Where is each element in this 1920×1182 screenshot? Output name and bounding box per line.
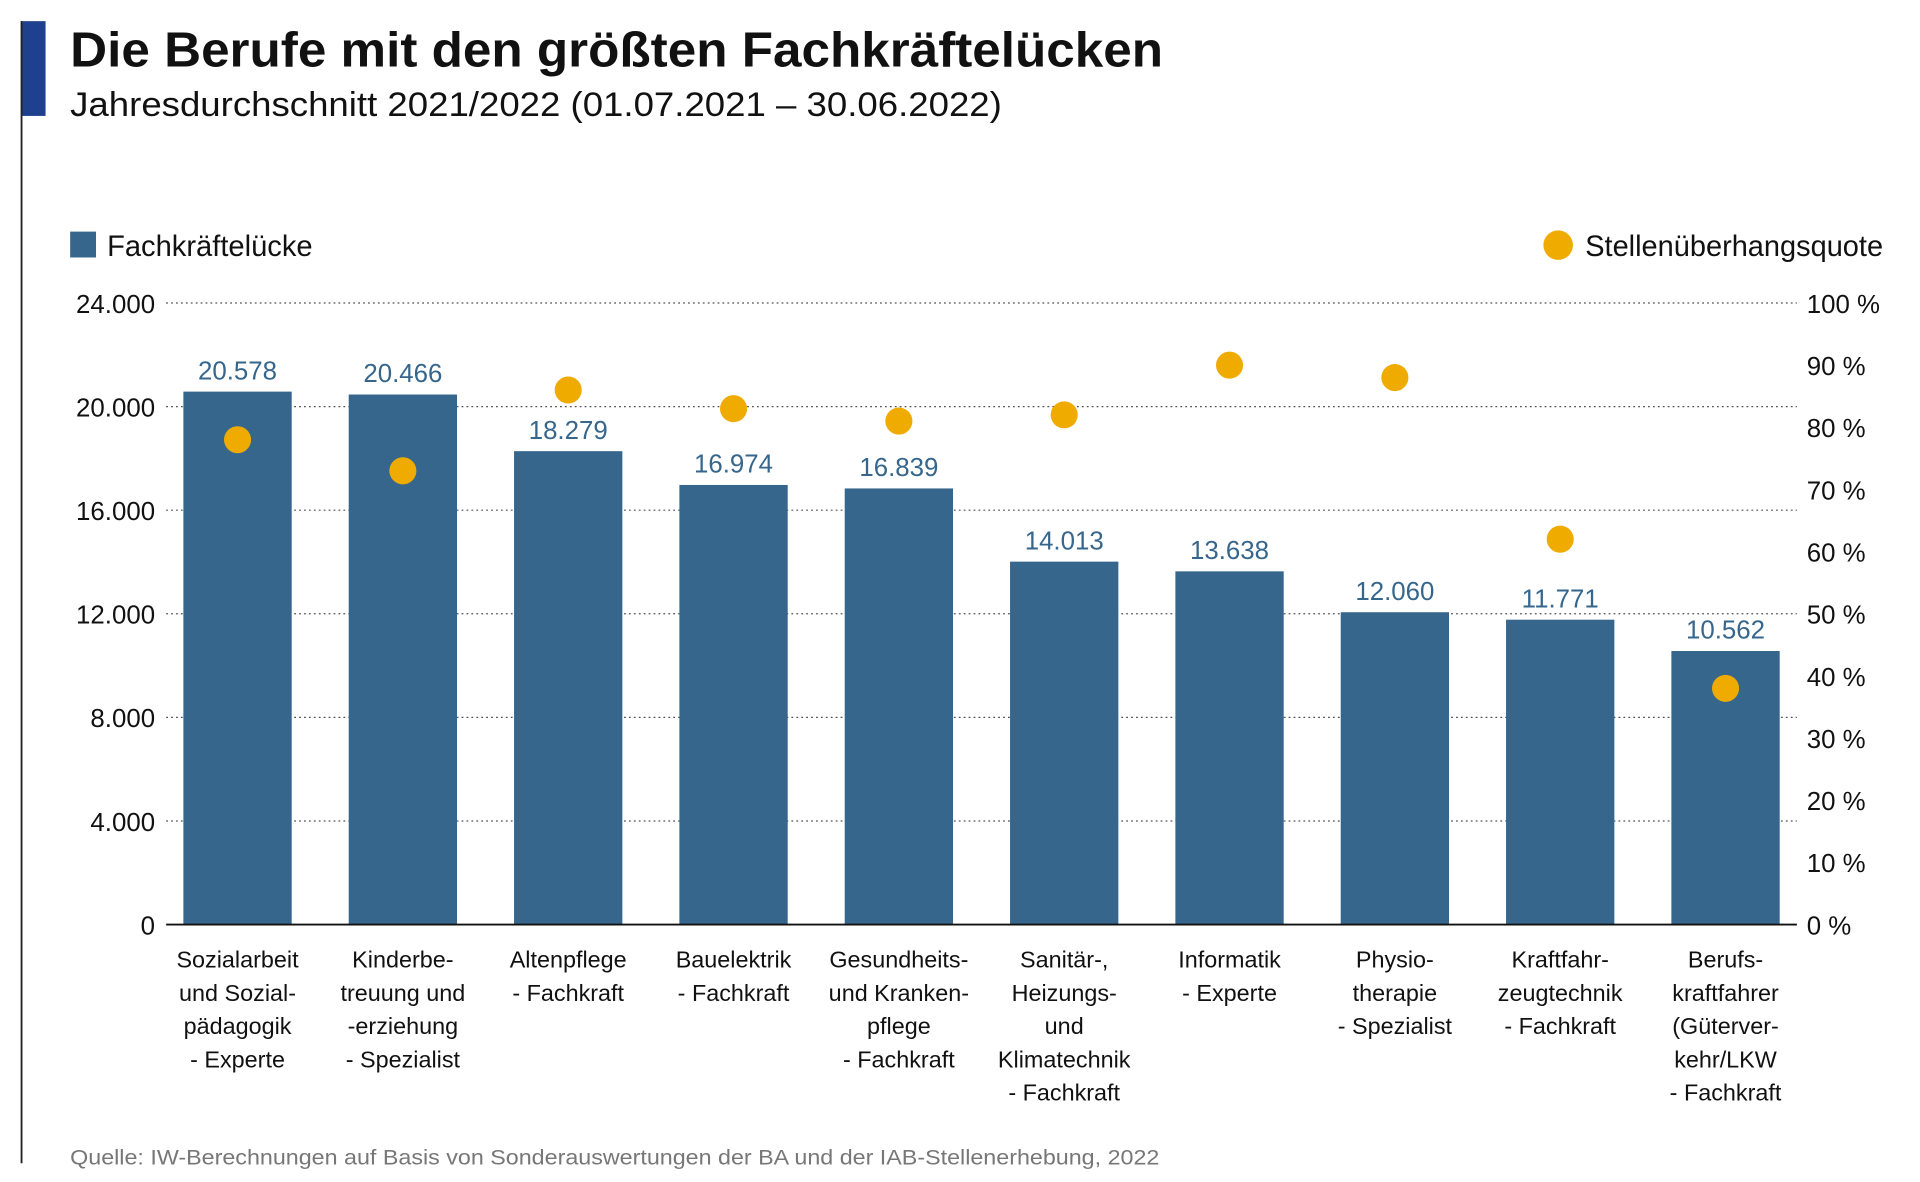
y-right-tick-label: 10 %: [1807, 850, 1866, 878]
y-right-tick-label: 90 %: [1807, 353, 1866, 381]
y-right-tick-label: 70 %: [1807, 477, 1866, 505]
bar-value-label: 16.839: [859, 454, 938, 482]
x-category-label: zeugtechnik: [1498, 980, 1623, 1006]
rate-dot: [1381, 364, 1409, 392]
bar-value-label: 18.279: [529, 417, 608, 445]
x-category-label: Informatik: [1178, 947, 1281, 973]
x-category-label: -erziehung: [348, 1013, 458, 1039]
x-category-label: - Fachkraft: [678, 980, 790, 1006]
rate-dot: [1216, 351, 1244, 379]
x-category-label: Kinderbe-: [352, 947, 453, 973]
rate-dot: [389, 457, 417, 485]
x-category-label: - Fachkraft: [1670, 1080, 1782, 1106]
y-right-tick-label: 100 %: [1807, 291, 1880, 319]
chart-title: Die Berufe mit den größten Fachkräftelüc…: [70, 23, 1163, 78]
y-right-tick-label: 50 %: [1807, 602, 1866, 630]
bar-value-label: 13.638: [1190, 537, 1269, 565]
y-left-tick-label: 20.000: [76, 394, 155, 422]
source-note: Quelle: IW-Berechnungen auf Basis von So…: [70, 1147, 1159, 1170]
bar-value-label: 20.466: [363, 360, 442, 388]
x-category-label: treuung und: [340, 980, 465, 1006]
y-left-tick-label: 4.000: [90, 809, 155, 837]
legend-dot-label: Stellenüberhangsquote: [1585, 230, 1883, 263]
bar: [514, 451, 623, 925]
bar-value-label: 10.562: [1686, 617, 1765, 645]
bar: [1010, 561, 1119, 925]
rate-dot: [885, 407, 913, 435]
x-category-label: und Kranken-: [829, 980, 969, 1006]
x-category-label: Klimatechnik: [998, 1046, 1131, 1072]
x-category-label: - Fachkraft: [512, 980, 624, 1006]
x-category-label: kraftfahrer: [1672, 980, 1779, 1006]
y-right-tick-label: 20 %: [1807, 788, 1866, 816]
title-accent-bar: [20, 21, 46, 116]
bar-value-label: 16.974: [694, 451, 773, 479]
x-category-label: und Sozial-: [179, 980, 296, 1006]
y-left-tick-label: 12.000: [76, 602, 155, 630]
x-category-label: (Güterver-: [1672, 1013, 1779, 1039]
rate-dot: [720, 395, 748, 423]
y-right-tick-label: 60 %: [1807, 539, 1866, 567]
x-category-label: Gesundheits-: [829, 947, 968, 973]
x-category-label: - Spezialist: [346, 1046, 461, 1072]
x-category-label: therapie: [1353, 980, 1437, 1006]
y-right-tick-label: 30 %: [1807, 726, 1866, 754]
y-left-tick-label: 24.000: [76, 291, 155, 319]
x-category-label: Heizungs-: [1012, 980, 1117, 1006]
bar: [844, 488, 954, 925]
x-category-label: pädagogik: [184, 1013, 292, 1039]
x-category-label: Sozialarbeit: [176, 947, 299, 973]
x-category-label: - Spezialist: [1338, 1013, 1453, 1039]
x-category-label: Altenpflege: [510, 947, 627, 973]
x-category-label: - Fachkraft: [1504, 1013, 1616, 1039]
rate-dot: [1050, 401, 1078, 429]
y-right-tick-label: 80 %: [1807, 415, 1866, 443]
x-category-label: Bauelektrik: [676, 947, 792, 973]
legend-dot-swatch: [1543, 230, 1573, 260]
x-category-label: Kraftfahr-: [1511, 947, 1608, 973]
legend-bar-swatch: [70, 231, 96, 258]
bar: [679, 484, 788, 925]
x-category-label: kehr/LKW: [1674, 1046, 1777, 1072]
legend-bar-label: Fachkräftelücke: [107, 230, 313, 263]
rate-dot: [224, 426, 252, 454]
x-category-label: pflege: [867, 1013, 931, 1039]
bar: [183, 391, 292, 925]
y-right-tick-label: 0 %: [1807, 912, 1852, 940]
y-left-tick-label: 8.000: [90, 705, 155, 733]
bar-value-label: 12.060: [1355, 578, 1434, 606]
x-category-label: - Experte: [190, 1046, 285, 1072]
bar: [1175, 571, 1284, 925]
bar: [1506, 619, 1615, 925]
x-category-label: - Experte: [1182, 980, 1277, 1006]
x-category-label: Physio-: [1356, 947, 1434, 973]
rate-dot: [1712, 674, 1740, 702]
x-category-label: - Fachkraft: [843, 1046, 955, 1072]
bar-value-label: 11.771: [1522, 585, 1599, 613]
y-left-tick-label: 0: [141, 912, 155, 940]
plot-area: 0 4.000 8.000 12.000 16.000 20.000 24.000 0 % 10…: [76, 291, 1880, 1106]
rate-dot: [554, 376, 582, 404]
x-category-label: und: [1045, 1013, 1084, 1039]
y-left-tick-label: 16.000: [76, 498, 155, 526]
x-category-label: Berufs-: [1688, 947, 1763, 973]
x-category-label: Sanitär-,: [1020, 947, 1108, 973]
y-right-tick-label: 40 %: [1807, 664, 1866, 692]
x-category-label: - Fachkraft: [1008, 1080, 1120, 1106]
bar: [1340, 612, 1450, 925]
rate-dot: [1546, 525, 1574, 553]
chart-subtitle: Jahresdurchschnitt 2021/2022 (01.07.2021…: [70, 86, 1002, 124]
bar-value-label: 20.578: [198, 357, 277, 385]
bar-value-label: 14.013: [1025, 527, 1104, 555]
